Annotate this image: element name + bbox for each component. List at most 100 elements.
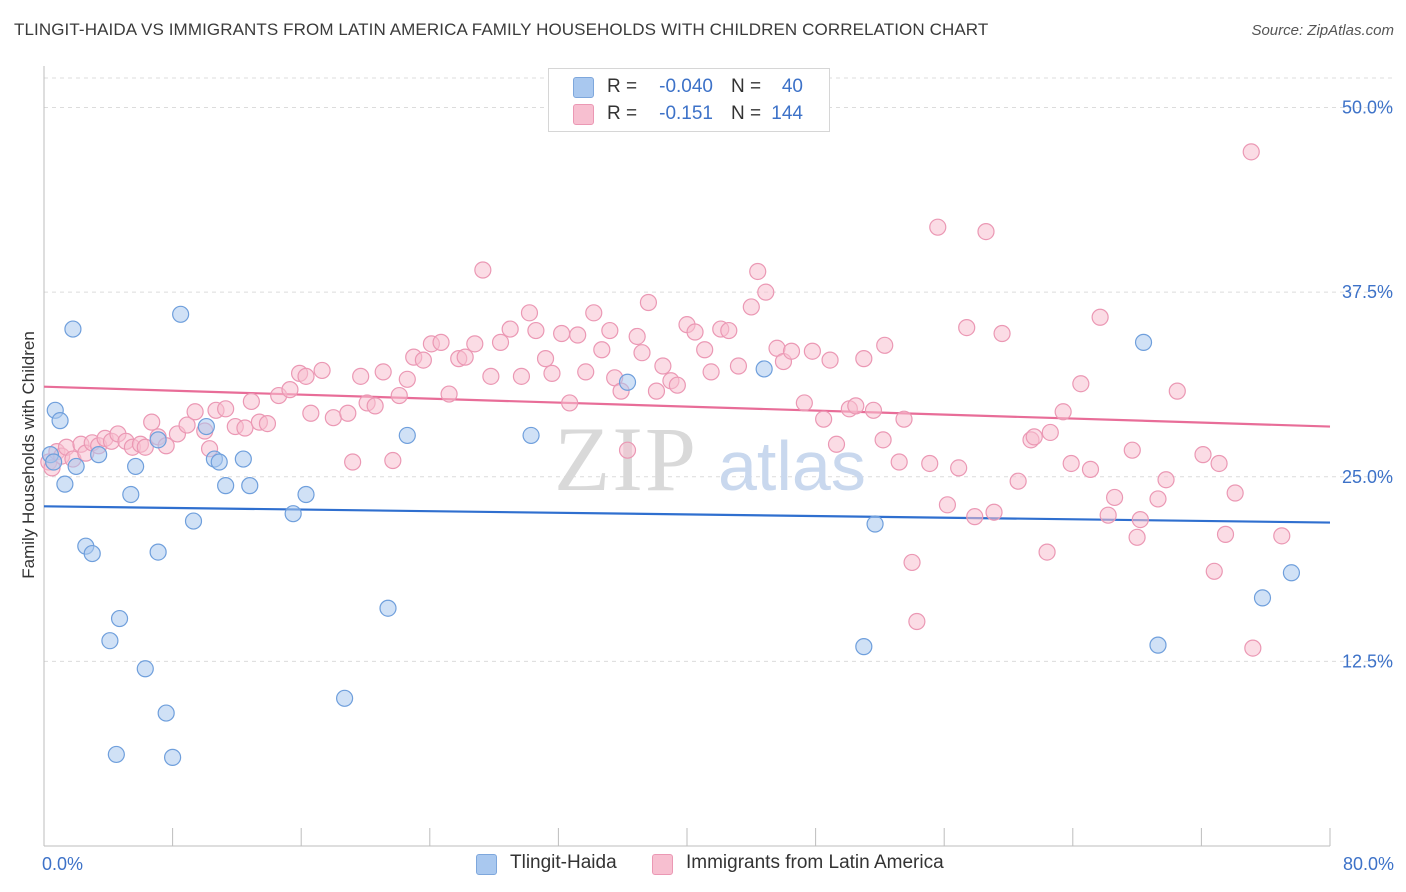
latin-america-point — [827, 435, 846, 453]
latin-america-point — [217, 400, 235, 418]
latin-america-point — [440, 385, 458, 403]
tlingit-haida-point — [149, 431, 167, 449]
latin-america-point — [297, 367, 315, 385]
y-tick-label: 50.0% — [1342, 98, 1393, 118]
latin-america-point — [482, 367, 500, 385]
latin-america-point — [281, 381, 299, 399]
tlingit-haida-point — [217, 477, 235, 495]
latin-america-point — [686, 323, 704, 341]
latin-america-point — [821, 351, 839, 369]
latin-america-point — [847, 397, 865, 415]
latin-america-point — [432, 333, 450, 351]
tlingit-haida-point — [866, 515, 884, 533]
latin-america-point — [855, 350, 873, 368]
latin-america-point — [577, 363, 595, 381]
series-latin-america-points — [40, 143, 1291, 657]
latin-america-point — [864, 401, 883, 419]
latin-america-point — [1054, 403, 1072, 421]
tlingit-haida-point — [1149, 636, 1167, 654]
watermark-atlas: atlas — [718, 427, 866, 505]
y-tick-label: 25.0% — [1342, 467, 1393, 487]
latin-america-point — [1168, 382, 1186, 400]
latin-america-point — [374, 363, 392, 381]
tlingit-haida-point — [197, 417, 215, 436]
tlingit-haida-point — [45, 453, 63, 471]
latin-america-point — [366, 397, 384, 415]
latin-america-point — [876, 336, 894, 354]
latin-america-point — [890, 453, 908, 471]
tlingit-haida-point — [1253, 589, 1272, 607]
latin-america-point — [1216, 525, 1235, 543]
latin-america-point — [757, 283, 775, 301]
latin-america-point — [136, 438, 154, 456]
tlingit-haida-point — [336, 689, 354, 707]
latin-america-point — [491, 333, 510, 351]
tlingit-haida-point — [184, 512, 203, 530]
tlingit-haida-point — [618, 373, 637, 391]
legend-row-tlingit-haida: R = -0.040 N = 40 — [549, 74, 829, 100]
latin-america-point — [512, 367, 531, 385]
latin-america-point — [324, 409, 342, 427]
latin-america-point — [339, 404, 357, 422]
x-tick-label: 80.0% — [1343, 854, 1394, 874]
latin-america-point — [1273, 527, 1291, 545]
trend-lines — [43, 385, 1331, 524]
latin-america-point — [1205, 562, 1223, 580]
latin-america-point — [929, 218, 947, 236]
latin-america-point — [1105, 488, 1124, 507]
latin-america-point — [654, 357, 672, 375]
latin-america-point — [647, 382, 666, 400]
latin-america-point — [1038, 543, 1056, 561]
latin-america-point — [242, 392, 260, 411]
legend-swatch-tlingit-haida — [476, 854, 497, 875]
r-label: R = — [607, 103, 638, 124]
tlingit-haida-trend-line — [43, 505, 1331, 524]
latin-america-point — [1123, 441, 1141, 459]
latin-america-point — [601, 321, 619, 340]
tlingit-haida-point — [379, 599, 397, 617]
tlingit-haida-point — [56, 475, 74, 493]
y-tick-labels: 12.5% 25.0% 37.5% 50.0% — [1342, 98, 1393, 672]
latin-america-point — [795, 394, 813, 412]
latin-america-point — [895, 410, 913, 428]
latin-america-point — [593, 341, 611, 359]
latin-america-point — [639, 293, 658, 312]
latin-america-point — [390, 386, 408, 405]
latin-america-point — [1072, 375, 1090, 393]
legend-label: Immigrants from Latin America — [686, 852, 944, 873]
latin-america-point — [1149, 490, 1167, 508]
latin-america-point — [966, 508, 984, 526]
latin-america-point — [618, 441, 637, 459]
tlingit-haida-point — [101, 632, 119, 650]
n-label: N = — [731, 76, 762, 97]
tlingit-haida-point — [241, 477, 259, 495]
tlingit-haida-point — [1282, 564, 1301, 582]
latin-america-point — [178, 416, 196, 434]
legend-row-latin-america: R = -0.151 N = 144 — [549, 101, 829, 127]
latin-america-point — [456, 348, 474, 366]
latin-america-point — [720, 321, 738, 340]
latin-america-point — [903, 553, 921, 572]
tlingit-haida-point — [90, 446, 108, 464]
y-tick-label: 12.5% — [1342, 651, 1393, 671]
tlingit-haida-point — [51, 412, 69, 430]
latin-america-point — [143, 413, 161, 431]
latin-america-point — [749, 262, 767, 281]
latin-america-point — [702, 363, 720, 381]
tlingit-haida-point — [127, 457, 145, 476]
tlingit-haida-point — [284, 505, 302, 523]
latin-america-point — [908, 612, 926, 631]
latin-america-point — [1128, 528, 1146, 546]
latin-america-point — [474, 261, 492, 279]
latin-america-point — [569, 326, 587, 344]
latin-america-point — [1157, 471, 1175, 489]
tlingit-haida-point — [83, 544, 101, 563]
latin-america-point — [993, 324, 1011, 343]
latin-america-point — [186, 403, 204, 421]
tlingit-haida-point — [522, 426, 540, 445]
y-tick-label: 37.5% — [1342, 282, 1393, 302]
latin-america-point — [742, 298, 760, 316]
y-axis-label: Family Households with Children — [19, 331, 38, 579]
tlingit-haida-point — [297, 485, 315, 504]
